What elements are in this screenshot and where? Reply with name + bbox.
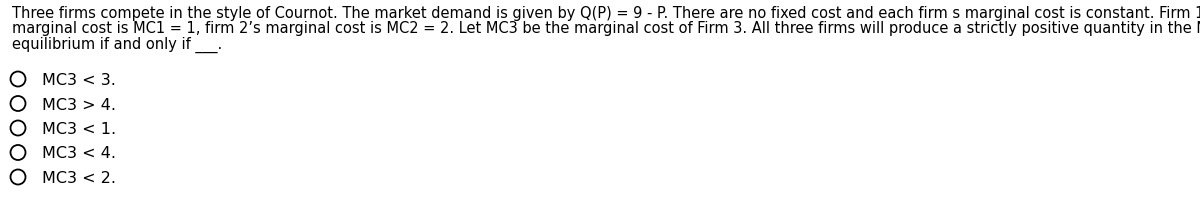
Text: Three firms compete in the style of Cournot. The market demand is given by Q(P) : Three firms compete in the style of Cour… [12, 6, 1200, 21]
Text: MC3 < 1.: MC3 < 1. [42, 122, 116, 137]
Text: MC3 < 3.: MC3 < 3. [42, 73, 116, 88]
Text: MC3 < 4.: MC3 < 4. [42, 146, 116, 162]
Text: marginal cost is MC1 = 1, firm 2’s marginal cost is MC2 = 2. Let MC3 be the marg: marginal cost is MC1 = 1, firm 2’s margi… [12, 21, 1200, 36]
Text: equilibrium if and only if ___.: equilibrium if and only if ___. [12, 37, 222, 53]
Text: MC3 > 4.: MC3 > 4. [42, 97, 116, 112]
Text: MC3 < 2.: MC3 < 2. [42, 171, 116, 186]
